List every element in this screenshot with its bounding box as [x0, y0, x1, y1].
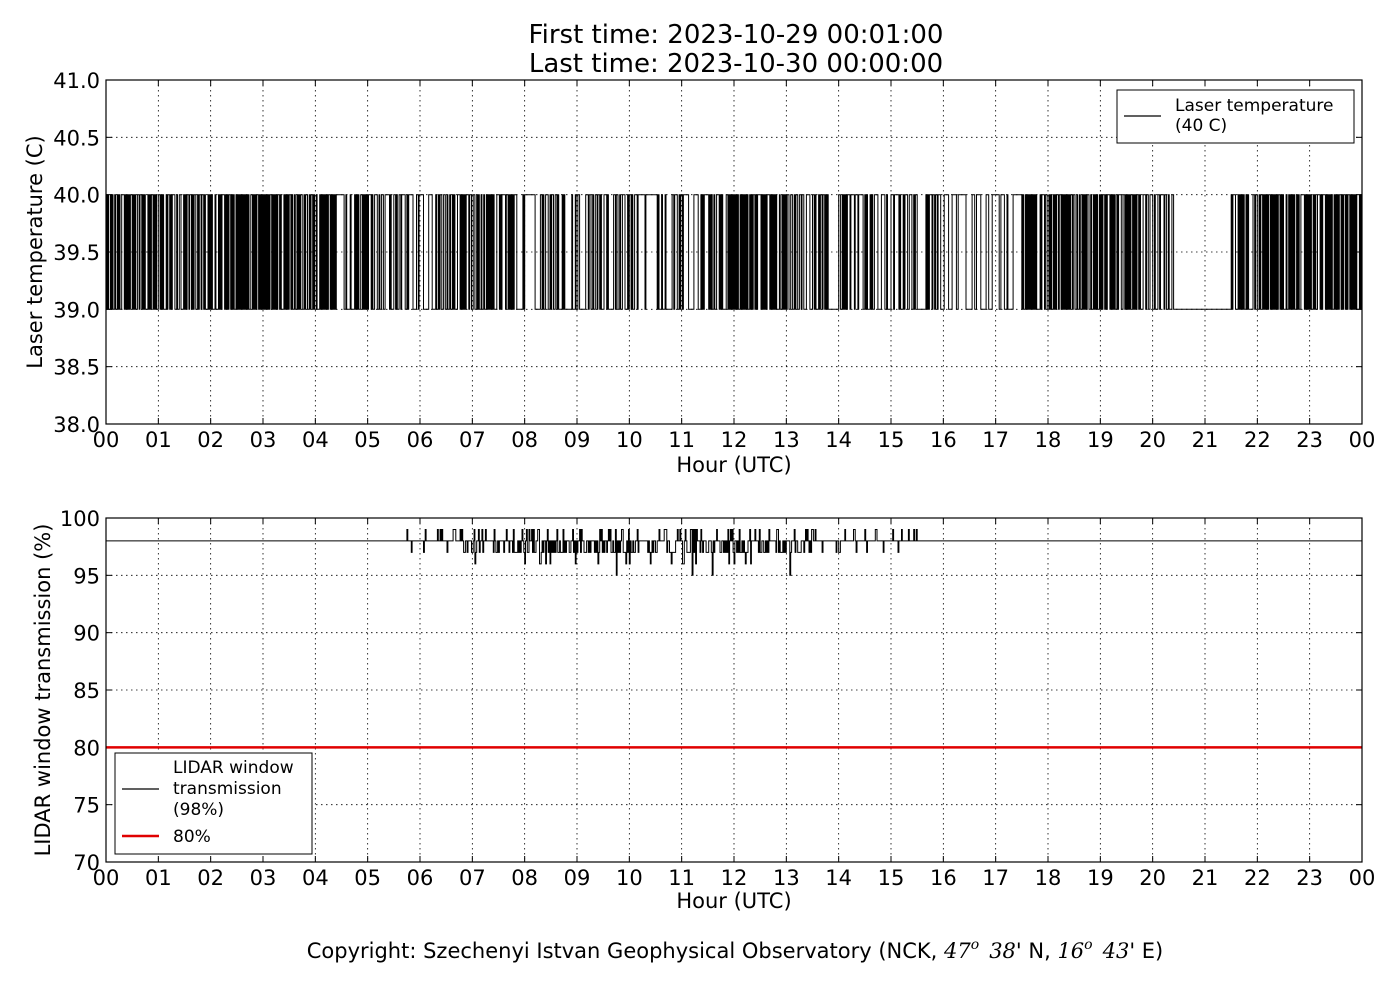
- x-tick-label: 00: [93, 428, 120, 452]
- x-tick-label: 19: [1087, 866, 1114, 890]
- y-tick-label: 39.5: [53, 241, 100, 265]
- copyright-prefix: Copyright: Szechenyi Istvan Geophysical …: [307, 939, 944, 963]
- y-tick-label: 40.0: [53, 184, 100, 208]
- x-tick-label: 01: [145, 866, 172, 890]
- longitude-minutes: 43: [1102, 939, 1130, 963]
- x-tick-label: 08: [511, 428, 538, 452]
- x-tick-label: 21: [1192, 866, 1219, 890]
- x-tick-label: 20: [1139, 428, 1166, 452]
- x-tick-label: 00: [93, 866, 120, 890]
- x-tick-label: 23: [1296, 428, 1323, 452]
- x-tick-label: 16: [930, 866, 957, 890]
- x-tick-label: 17: [982, 866, 1009, 890]
- legend-laser: Laser temperature(40 C): [1116, 89, 1355, 144]
- x-tick-label: 00: [1349, 428, 1376, 452]
- copyright-text: Copyright: Szechenyi Istvan Geophysical …: [307, 937, 1164, 963]
- legend-label-lidar: LIDAR window: [173, 758, 294, 778]
- x-tick-label: 05: [354, 866, 381, 890]
- x-tick-label: 14: [825, 428, 852, 452]
- x-tick-label: 09: [564, 428, 591, 452]
- x-tick-label: 22: [1244, 428, 1271, 452]
- x-tick-label: 22: [1244, 866, 1271, 890]
- x-tick-label: 03: [250, 428, 277, 452]
- x-axis-label: Hour (UTC): [676, 889, 791, 913]
- x-tick-label: 13: [773, 428, 800, 452]
- y-tick-label: 38.5: [53, 356, 100, 380]
- legend-label-lidar: (98%): [173, 800, 224, 820]
- x-tick-label: 06: [407, 866, 434, 890]
- x-tick-label: 13: [773, 866, 800, 890]
- x-tick-label: 10: [616, 428, 643, 452]
- x-tick-label: 07: [459, 428, 486, 452]
- x-tick-label: 17: [982, 428, 1009, 452]
- lidar-transmission-series: [106, 529, 1362, 576]
- x-tick-label: 16: [930, 428, 957, 452]
- y-tick-label: 41.0: [53, 69, 100, 93]
- legend-label-laser: Laser temperature: [1175, 96, 1333, 116]
- y-tick-label: 80: [73, 736, 100, 760]
- y-axis-label: LIDAR window transmission (%): [31, 524, 55, 857]
- legend-label-80: 80%: [173, 827, 211, 847]
- x-tick-label: 11: [668, 428, 695, 452]
- y-tick-label: 70: [73, 851, 100, 875]
- x-tick-label: 01: [145, 428, 172, 452]
- y-tick-label: 39.0: [53, 298, 100, 322]
- y-tick-label: 85: [73, 679, 100, 703]
- y-tick-label: 100: [60, 507, 100, 531]
- longitude-degree-mark: o: [1084, 937, 1092, 953]
- y-tick-label: 90: [73, 622, 100, 646]
- x-tick-label: 09: [564, 866, 591, 890]
- y-tick-label: 95: [73, 564, 100, 588]
- x-tick-label: 06: [407, 428, 434, 452]
- latitude-degrees: 47: [943, 939, 971, 963]
- longitude-degrees: 16: [1057, 939, 1084, 963]
- laser-temperature-chart: 00 01 02 03 04 05 06 07 08 09 10 11 12 13 14 15 16 17 18 19…: [23, 69, 1375, 477]
- x-tick-label: 10: [616, 866, 643, 890]
- x-tick-label: 15: [878, 866, 905, 890]
- x-tick-label: 04: [302, 866, 329, 890]
- x-tick-label: 23: [1296, 866, 1323, 890]
- x-tick-label: 11: [668, 866, 695, 890]
- y-tick-label: 75: [73, 794, 100, 818]
- x-tick-label: 04: [302, 428, 329, 452]
- x-tick-label: 20: [1139, 866, 1166, 890]
- x-tick-label: 14: [825, 866, 852, 890]
- y-axis-label: Laser temperature (C): [23, 135, 47, 368]
- x-tick-label: 12: [721, 428, 748, 452]
- plot-frame: [105, 79, 1363, 425]
- y-tick-label: 40.5: [53, 126, 100, 150]
- latitude-minutes: 38: [989, 939, 1016, 963]
- legend-label-laser: (40 C): [1175, 116, 1227, 136]
- x-tick-label: 18: [1035, 866, 1062, 890]
- x-tick-label: 19: [1087, 428, 1114, 452]
- x-tick-label: 21: [1192, 428, 1219, 452]
- title-line-1: First time: 2023-10-29 00:01:00: [529, 20, 944, 50]
- x-tick-label: 18: [1035, 428, 1062, 452]
- latitude-suffix: ' N,: [1016, 939, 1058, 963]
- x-axis-label: Hour (UTC): [676, 453, 791, 477]
- x-tick-label: 03: [250, 866, 277, 890]
- x-tick-label: 00: [1349, 866, 1376, 890]
- laser-temperature-series: [105, 194, 1363, 310]
- lidar-transmission-chart: 00 01 02 03 04 05 06 07 08 09 10 11 12 13 14 15 16 17 18 19…: [31, 507, 1375, 913]
- x-tick-label: 15: [878, 428, 905, 452]
- x-tick-label: 02: [197, 428, 224, 452]
- x-tick-label: 07: [459, 866, 486, 890]
- y-tick-label: 38.0: [53, 413, 100, 437]
- legend-label-lidar: transmission: [173, 779, 282, 799]
- longitude-suffix: ' E): [1129, 939, 1163, 963]
- x-tick-label: 12: [721, 866, 748, 890]
- plot-frame: [105, 517, 1363, 863]
- x-tick-label: 05: [354, 428, 381, 452]
- x-tick-label: 02: [197, 866, 224, 890]
- x-tick-label: 08: [511, 866, 538, 890]
- title-line-2: Last time: 2023-10-30 00:00:00: [529, 49, 943, 79]
- latitude-degree-mark: o: [971, 937, 979, 953]
